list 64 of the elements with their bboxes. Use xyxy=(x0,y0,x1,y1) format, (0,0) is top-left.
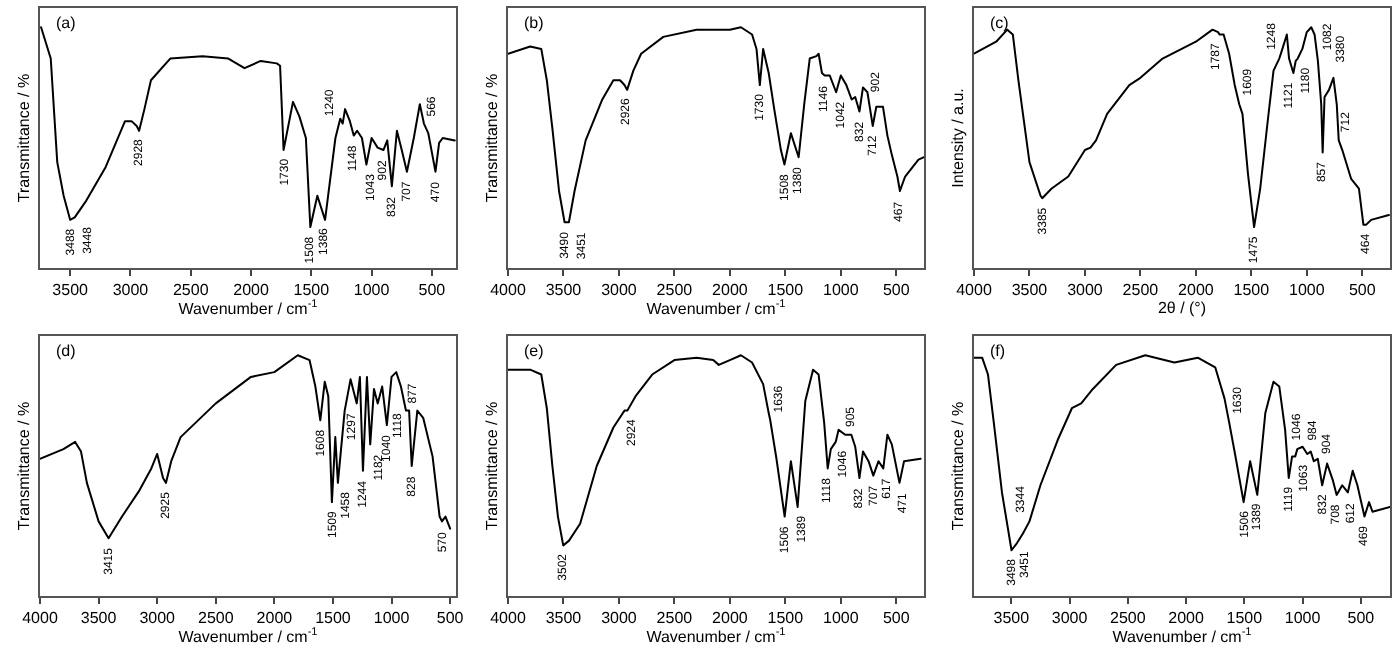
x-tick-label: 4000 xyxy=(956,281,993,300)
y-axis-title: Transmittance / % xyxy=(949,401,968,531)
x-tick-label: 500 xyxy=(881,609,910,628)
x-tick-label: 3500 xyxy=(52,281,90,300)
x-axis-title: Wavenumber / cm$^{-1}$ xyxy=(178,627,318,646)
chart-title: (e) xyxy=(523,342,544,360)
x-tick-label: 3500 xyxy=(1011,281,1049,300)
x-tick-label: 3000 xyxy=(600,609,637,628)
x-tick-label: 500 xyxy=(1347,609,1376,628)
x-tick-label: 3500 xyxy=(544,281,582,300)
y-axis-title: Transmittance / % xyxy=(482,73,501,203)
x-tick-label: 2000 xyxy=(256,609,294,628)
x-tick-label: 1500 xyxy=(1233,281,1271,300)
x-tick-label: 1500 xyxy=(1226,609,1264,628)
x-tick-label: 2000 xyxy=(1168,609,1205,628)
x-tick-label: 2500 xyxy=(655,609,693,628)
x-tick-label: 1500 xyxy=(315,609,352,628)
x-tick-label: 1000 xyxy=(822,609,859,628)
x-tick-label: 500 xyxy=(436,609,465,628)
x-tick-label: 1500 xyxy=(766,281,804,300)
y-axis-title: Transmittance / % xyxy=(482,401,501,531)
x-axis-title: 2θ / (°) xyxy=(1157,299,1207,318)
x-tick-label: 4000 xyxy=(22,609,59,628)
x-tick-label: 3500 xyxy=(80,609,118,628)
x-axis-title: Wavenumber / cm$^{-1}$ xyxy=(1112,627,1252,646)
chart-title: (d) xyxy=(56,342,77,360)
y-axis-title: Intensity / a.u. xyxy=(949,88,968,188)
x-axis-title: Wavenumber / cm$^{-1}$ xyxy=(178,299,318,318)
chart-title: (f) xyxy=(990,342,1006,360)
x-tick-label: 2000 xyxy=(233,281,270,300)
chart-title: (b) xyxy=(523,14,544,32)
x-tick-label: 2500 xyxy=(1110,609,1147,628)
y-axis-title: Transmittance / % xyxy=(15,73,34,203)
x-tick-label: 3500 xyxy=(993,609,1031,628)
x-tick-label: 1000 xyxy=(373,609,411,628)
x-tick-label: 2500 xyxy=(655,281,693,300)
x-tick-label: 3000 xyxy=(112,281,150,300)
x-tick-label: 500 xyxy=(418,281,447,300)
x-tick-label: 3000 xyxy=(600,281,637,300)
x-tick-label: 2500 xyxy=(1122,281,1160,300)
x-tick-label: 1000 xyxy=(822,281,859,300)
x-tick-label: 500 xyxy=(881,281,910,300)
x-tick-label: 4000 xyxy=(489,281,526,300)
x-tick-label: 1000 xyxy=(353,281,391,300)
x-tick-label: 2000 xyxy=(711,281,748,300)
chart-title: (c) xyxy=(990,14,1010,32)
x-tick-label: 500 xyxy=(1348,281,1377,300)
x-tick-label: 1000 xyxy=(1284,609,1322,628)
x-tick-label: 1000 xyxy=(1289,281,1326,300)
x-axis-title: Wavenumber / cm$^{-1}$ xyxy=(645,627,785,646)
x-tick-label: 2000 xyxy=(711,609,748,628)
x-tick-label: 1500 xyxy=(766,609,804,628)
x-tick-label: 3000 xyxy=(139,609,177,628)
x-tick-label: 3000 xyxy=(1067,281,1104,300)
x-axis-title: Wavenumber / cm$^{-1}$ xyxy=(645,299,785,318)
x-tick-label: 3000 xyxy=(1051,609,1089,628)
x-tick-label: 2000 xyxy=(1178,281,1215,300)
x-tick-label: 3500 xyxy=(544,609,582,628)
x-tick-label: 2500 xyxy=(197,609,235,628)
chart-title: (a) xyxy=(56,14,77,32)
x-tick-label: 4000 xyxy=(489,609,526,628)
y-axis-title: Transmittance / % xyxy=(15,401,34,531)
x-tick-label: 2500 xyxy=(172,281,210,300)
x-tick-label: 1500 xyxy=(293,281,331,300)
